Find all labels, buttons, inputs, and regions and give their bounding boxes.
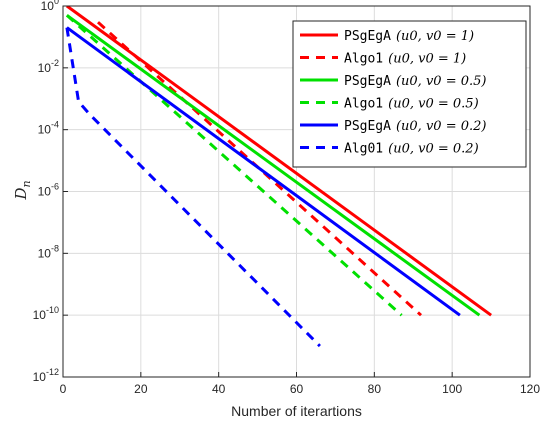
x-ticks: 0 20 40 60 80 100 120 — [60, 372, 540, 396]
y-axis-label: Dn — [12, 180, 33, 200]
series-line-1 — [96, 21, 423, 317]
series-line-2 — [66, 14, 481, 317]
y-tick-label: 10-4 — [38, 120, 59, 137]
legend-box — [292, 20, 527, 168]
legend-entry: Alg01 (u0, v0 = 0.2) — [344, 142, 479, 157]
x-tick-label: 0 — [60, 382, 67, 396]
x-axis-label: Number of iterartions — [231, 403, 362, 419]
x-tick-label: 60 — [290, 382, 304, 396]
y-tick-label: 10-6 — [38, 182, 59, 199]
x-tick-label: 100 — [442, 382, 462, 396]
y-tick-label: 100 — [41, 0, 59, 13]
legend-entry: PSgEgA (u0, v0 = 1) — [344, 29, 474, 44]
x-tick-label: 80 — [368, 382, 382, 396]
series-line-3 — [65, 14, 403, 317]
x-tick-label: 120 — [520, 382, 540, 396]
y-axis-label-main: D — [12, 187, 30, 200]
series-line-5 — [65, 27, 321, 348]
y-tick-label: 10-10 — [33, 305, 59, 322]
y-tick-label: 10-12 — [33, 367, 59, 384]
y-ticks: 100 10-2 10-4 10-6 10-8 10-10 10-12 — [33, 0, 68, 384]
legend-entry: Algo1 (u0, v0 = 1) — [344, 52, 466, 67]
legend-entry: Algo1 (u0, v0 = 0.5) — [344, 97, 479, 112]
legend: PSgEgA (u0, v0 = 1) Algo1 (u0, v0 = 1) PSgEg… — [292, 20, 527, 168]
y-tick-label: 10-2 — [38, 58, 59, 75]
series-line-4 — [66, 26, 461, 317]
legend-entry: PSgEgA (u0, v0 = 0.5) — [344, 74, 486, 89]
y-axis-label-sub: n — [20, 180, 33, 187]
legend-entry: PSgEgA (u0, v0 = 0.2) — [344, 119, 486, 134]
plot-area — [65, 6, 492, 348]
y-tick-label: 10-8 — [38, 243, 59, 260]
x-tick-label: 20 — [134, 382, 148, 396]
x-tick-label: 40 — [212, 382, 226, 396]
svg-text:Dn: Dn — [12, 180, 33, 200]
